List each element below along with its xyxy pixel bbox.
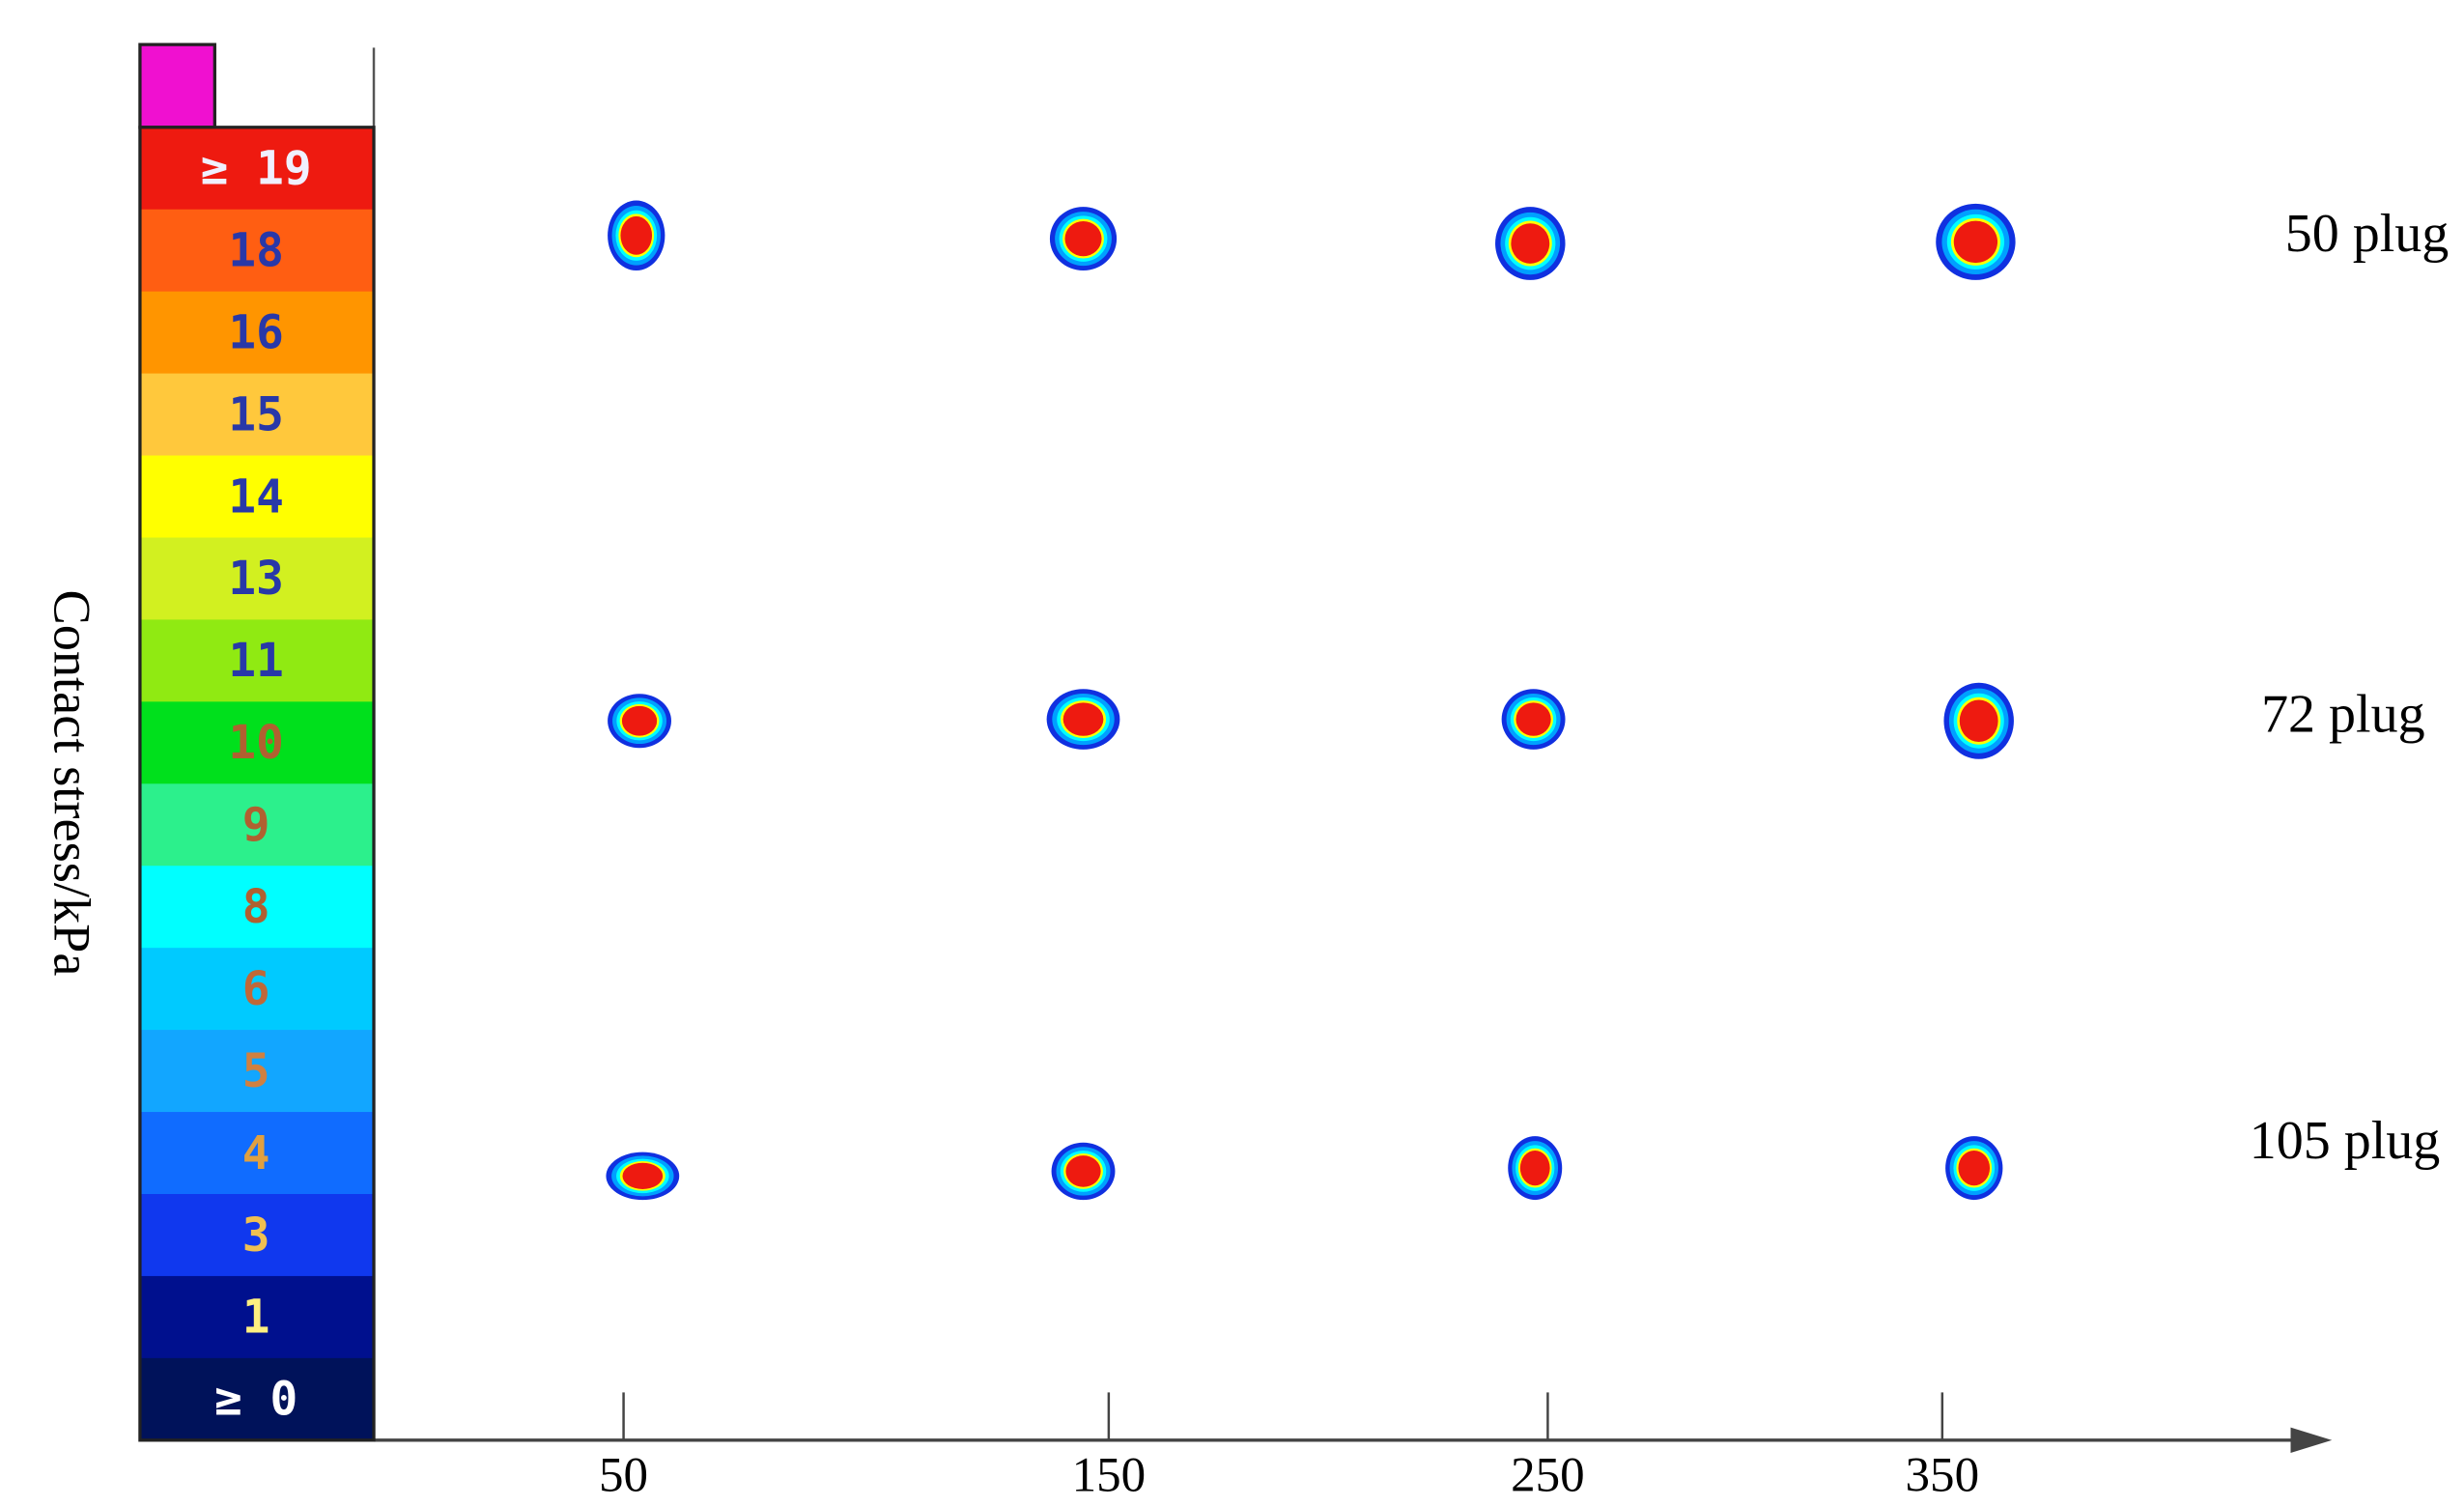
y-axis-label: Contact stress/kPa: [43, 589, 101, 976]
contact-patch: [1958, 1151, 1991, 1186]
colorbar-label: 8: [242, 881, 270, 934]
colorbar-label: 16: [228, 306, 283, 359]
x-tick-label: 50: [599, 1449, 648, 1503]
colorbar-band: [139, 1112, 375, 1195]
colorbar-label: 10: [228, 717, 283, 770]
colorbar-band: [139, 948, 375, 1031]
contact-patch: [1062, 702, 1104, 736]
colorbar-label: 18: [228, 224, 283, 277]
colorbar-band: [139, 291, 375, 375]
colorbar-frame: [138, 126, 376, 1442]
row-label: 72 plug: [2261, 684, 2425, 744]
colorbar-band: [139, 455, 375, 539]
row-label: 50 plug: [2285, 204, 2450, 264]
contact-patch: [1519, 1151, 1550, 1186]
colorbar-label: 1: [242, 1292, 270, 1345]
colorbar-label: ≥ 0: [214, 1374, 297, 1427]
colorbar-label: 11: [228, 635, 283, 688]
colorbar-label: ≥ 19: [201, 143, 312, 196]
x-axis-arrow: [2290, 1427, 2333, 1453]
colorbar-band: [139, 1030, 375, 1113]
colorbar-band: [139, 619, 375, 703]
x-tick-label: 350: [1906, 1449, 1980, 1503]
over-range-swatch: [138, 43, 216, 129]
colorbar-label: 5: [242, 1045, 270, 1098]
colorbar-label: 6: [242, 963, 270, 1016]
colorbar-band: [139, 373, 375, 457]
x-tick-label: 150: [1072, 1449, 1147, 1503]
x-tick-label: 250: [1511, 1449, 1585, 1503]
colorbar-label: 14: [228, 470, 283, 524]
contact-patch: [620, 215, 653, 255]
colorbar-label: 4: [242, 1127, 270, 1180]
contact-patch: [1515, 702, 1551, 736]
row-label: 105 plug: [2250, 1111, 2441, 1171]
colorbar-band: [139, 866, 375, 950]
colorbar-band: [139, 1357, 375, 1441]
colorbar-band: [139, 701, 375, 785]
colorbar-label: 9: [242, 799, 270, 852]
contact-patch: [1959, 699, 1998, 742]
contact-patch: [1065, 1155, 1101, 1187]
contact-patch: [1511, 223, 1550, 264]
colorbar-band: [139, 209, 375, 293]
colorbar-band: [139, 537, 375, 621]
colorbar-band: [139, 127, 375, 211]
contact-patch: [1953, 220, 1998, 264]
colorbar-band: [139, 1193, 375, 1277]
contact-patch: [1064, 220, 1102, 257]
colorbar-label: 3: [242, 1209, 270, 1263]
colorbar-label: 15: [228, 388, 283, 441]
contact-patch: [622, 1162, 664, 1189]
colorbar-label: 13: [228, 553, 283, 606]
colorbar-band: [139, 1275, 375, 1359]
colorbar-band: [139, 783, 375, 867]
contact-patch: [621, 705, 658, 736]
